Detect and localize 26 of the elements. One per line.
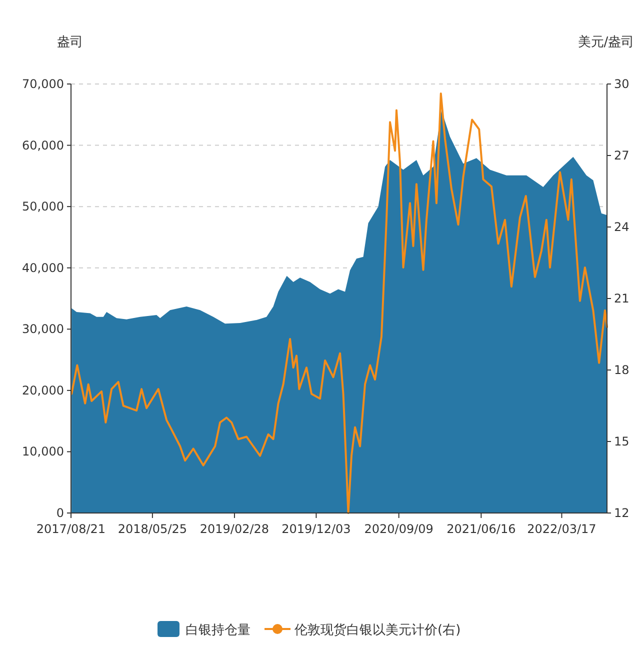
x-tick-label: 2021/06/16	[446, 522, 516, 536]
y-tick-label: 10,000	[22, 444, 64, 459]
legend-label: 白银持仓量	[186, 623, 250, 638]
y2-tick-label: 12	[614, 506, 630, 520]
y-tick-label: 50,000	[22, 200, 64, 214]
x-tick-label: 2017/08/21	[36, 522, 106, 536]
y2-tick-label: 24	[614, 220, 630, 234]
x-tick-label: 2022/03/17	[527, 522, 596, 536]
y2-tick-label: 30	[614, 77, 630, 91]
y-axis-title: 盎司	[57, 35, 83, 50]
legend-label: 伦敦现货白银以美元计价(右)	[294, 622, 461, 638]
y2-tick-label: 18	[614, 363, 630, 377]
y-tick-label: 20,000	[22, 383, 64, 398]
x-tick-label: 2018/05/25	[118, 522, 188, 536]
y2-tick-label: 21	[614, 292, 630, 306]
x-tick-label: 2020/09/09	[364, 522, 434, 536]
y-tick-label: 60,000	[22, 138, 64, 152]
y-tick-label: 70,000	[22, 77, 64, 91]
y-tick-label: 0	[56, 506, 64, 520]
x-tick-label: 2019/02/28	[200, 522, 270, 536]
y-tick-label: 40,000	[22, 260, 64, 275]
y2-tick-label: 27	[614, 148, 630, 162]
y2-axis-title: 美元/盎司	[578, 34, 634, 50]
y-tick-label: 30,000	[22, 322, 64, 336]
y2-tick-label: 15	[614, 434, 630, 448]
x-tick-label: 2019/12/03	[282, 522, 351, 536]
